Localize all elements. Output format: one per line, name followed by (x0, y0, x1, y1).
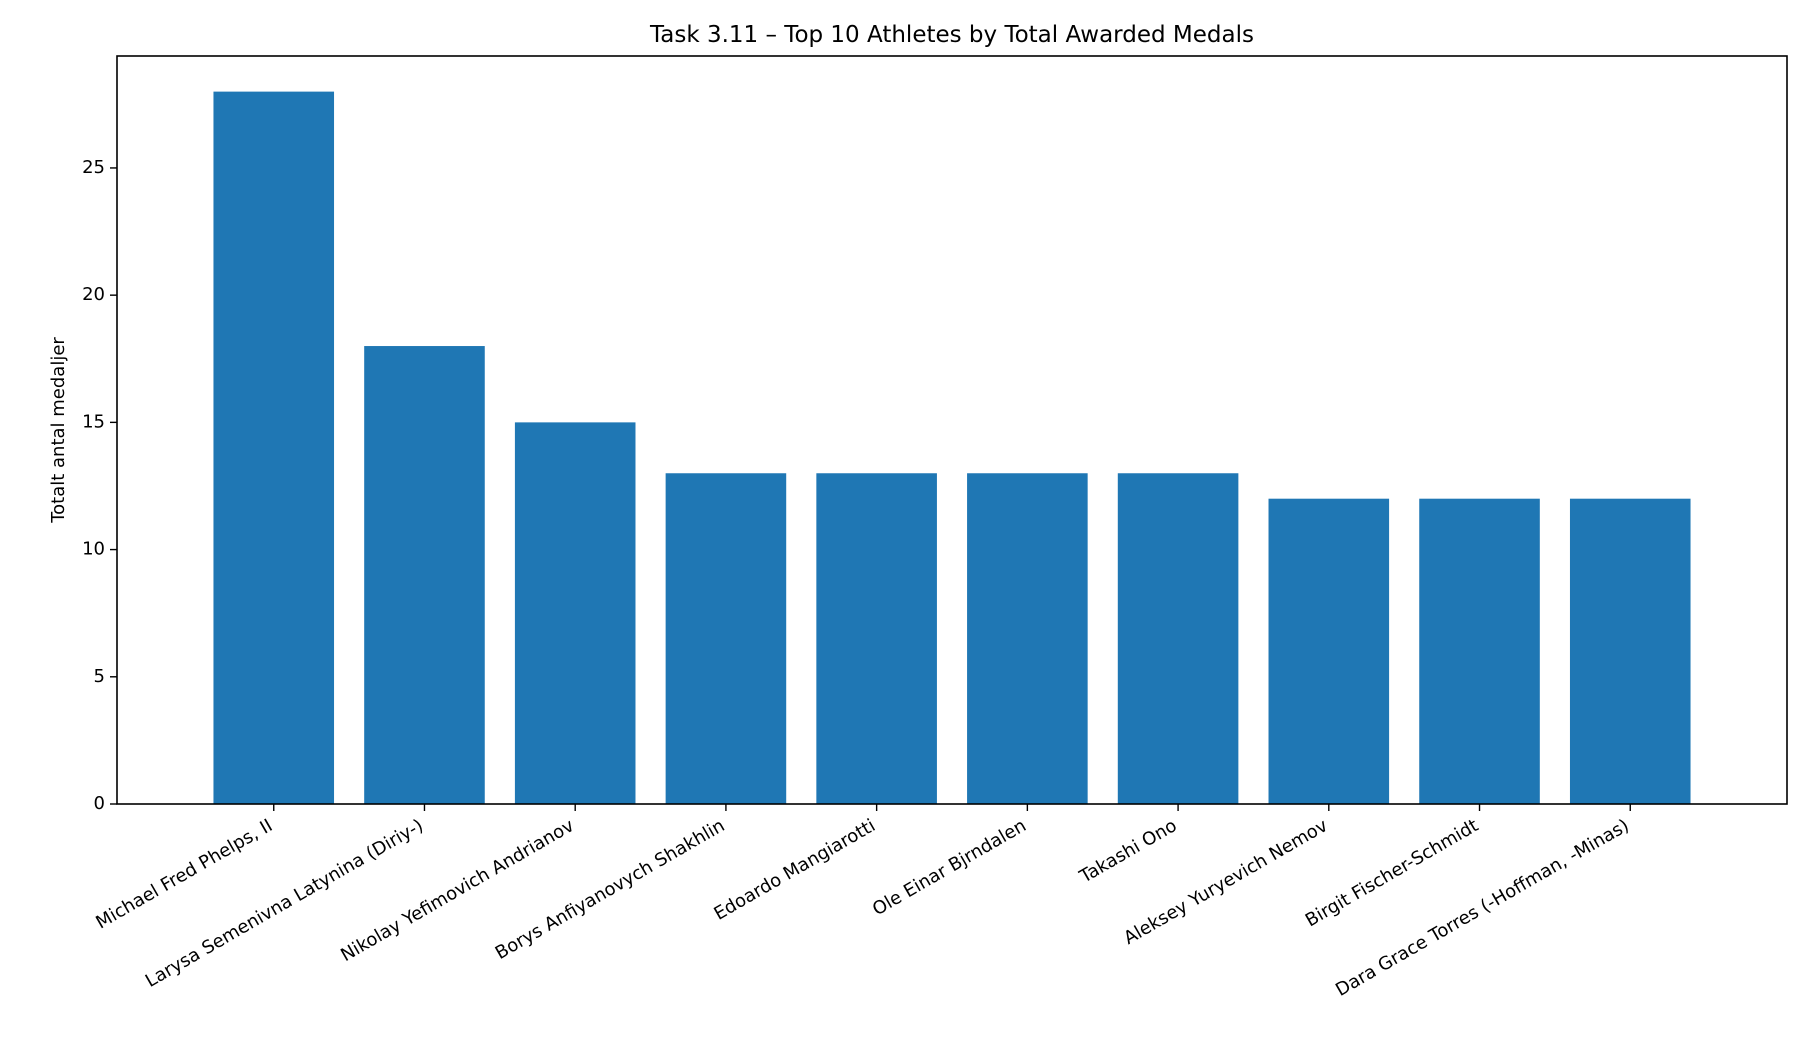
y-tick-label: 10 (82, 539, 105, 560)
y-tick-label: 20 (82, 284, 105, 305)
x-tick-label: Takashi Ono (1075, 815, 1180, 888)
bar (1117, 473, 1239, 804)
y-axis-ticks: 0 5 10 15 20 25 (82, 157, 117, 814)
bar (1569, 498, 1691, 804)
plot-frame (116, 55, 1788, 805)
y-axis-label: Totalt antal medaljer (48, 337, 69, 524)
bar (364, 346, 485, 804)
bar (967, 473, 1088, 804)
bar (213, 91, 335, 805)
bar (1268, 498, 1390, 804)
bar (665, 473, 787, 804)
bars-layer (213, 91, 1691, 805)
x-tick-label: Ole Einar Bjrndalen (869, 815, 1030, 920)
y-tick-label: 15 (82, 411, 105, 432)
chart-title: Task 3.11 – Top 10 Athletes by Total Awa… (649, 22, 1254, 48)
bar (514, 422, 636, 804)
bar (816, 473, 937, 804)
x-tick-label: Dara Grace Torres (-Hoffman, -Minas) (1332, 815, 1633, 1001)
y-tick-label: 25 (82, 157, 105, 178)
x-tick-label: Edoardo Mangiarotti (710, 815, 879, 925)
bar (1419, 498, 1540, 804)
x-tick-label: Larysa Semenivna Latynina (Diriy-) (142, 815, 427, 992)
x-tick-label: Nikolay Yefimovich Andrianov (337, 815, 578, 966)
y-tick-label: 5 (94, 666, 105, 687)
y-tick-label: 0 (94, 793, 105, 814)
